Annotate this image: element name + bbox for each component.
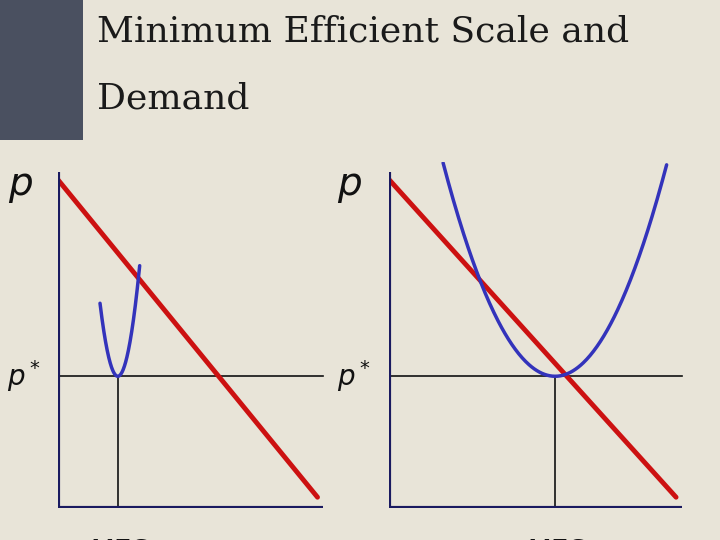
Text: $p$: $p$ [336, 167, 361, 205]
Text: Minimum Efficient Scale and: Minimum Efficient Scale and [97, 14, 629, 48]
Text: $MES$: $MES$ [525, 539, 585, 540]
Text: $y$: $y$ [331, 539, 358, 540]
Text: $p$: $p$ [8, 167, 33, 205]
Text: $y$: $y$ [691, 539, 718, 540]
Bar [0, 0, 83, 140]
Text: $p^*$: $p^*$ [7, 359, 41, 394]
Text: $MES$: $MES$ [88, 539, 148, 540]
Text: $p^*$: $p^*$ [337, 359, 371, 394]
Text: Demand: Demand [97, 82, 250, 116]
